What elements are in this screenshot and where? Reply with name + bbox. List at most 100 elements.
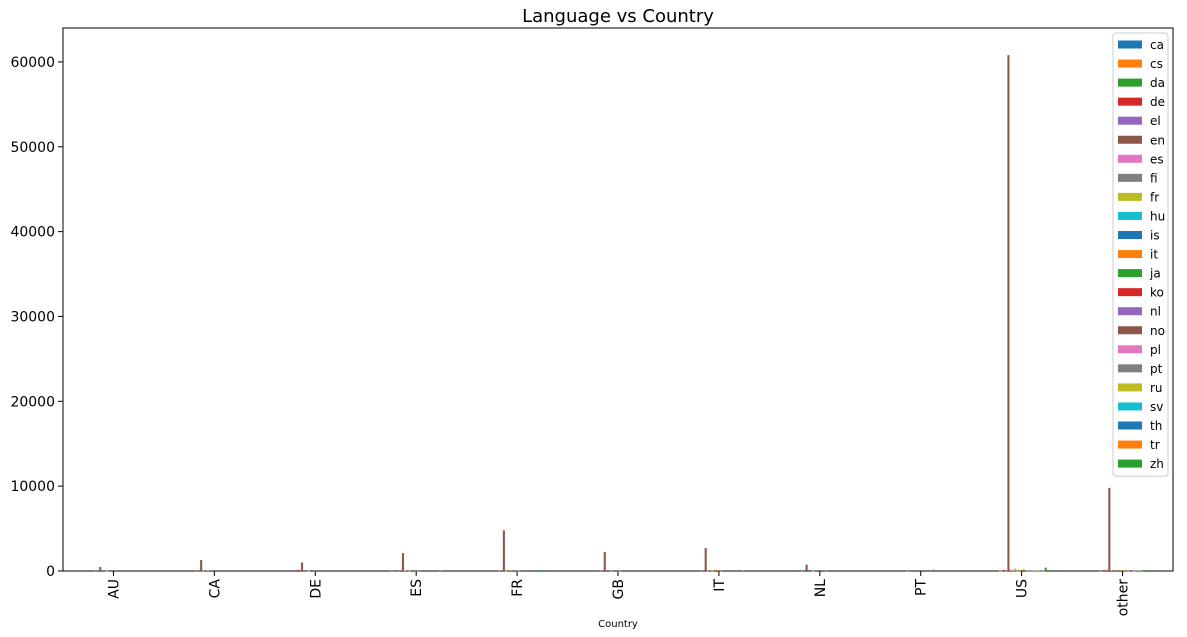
legend-swatch-tr — [1118, 440, 1142, 449]
x-tick-label: PT — [914, 579, 930, 596]
legend-swatch-ca — [1118, 40, 1142, 49]
legend-label-it: it — [1150, 248, 1158, 262]
bar-nl-NL — [825, 570, 828, 572]
bar-it-US — [1020, 569, 1023, 571]
bar-pl-US — [1031, 570, 1034, 572]
legend: ca cs da de el en es fi fr hu is it ja ko nl no pl pt ru sv… — [1112, 32, 1169, 477]
x-tick-label: FR — [510, 579, 526, 597]
bar-de-AU — [94, 570, 97, 572]
bar-no-US — [1029, 570, 1032, 572]
legend-label-zh: zh — [1150, 457, 1164, 471]
legend-swatch-ja — [1118, 269, 1142, 278]
bar-it-IT — [717, 569, 720, 571]
bar-nl-other — [1128, 570, 1131, 572]
y-tick-label: 40000 — [10, 225, 55, 241]
bar-th-other — [1141, 570, 1144, 572]
bar-pt-PT — [932, 569, 935, 571]
bar-es-ES — [404, 570, 407, 572]
bar-fr-DE — [307, 570, 310, 572]
legend-label-es: es — [1150, 152, 1164, 166]
legend-swatch-ko — [1118, 288, 1142, 297]
bar-fr-ES — [408, 570, 411, 572]
bar-pl-other — [1132, 570, 1135, 572]
bar-ja-other — [1123, 570, 1126, 571]
bar-sv-other — [1139, 570, 1142, 572]
chart-title: Language vs Country — [522, 6, 714, 27]
bar-en-NL — [805, 564, 808, 571]
legend-swatch-no — [1118, 326, 1142, 335]
legend-swatch-cs — [1118, 59, 1142, 68]
bar-hu-US — [1016, 570, 1019, 572]
bar-sv-US — [1038, 570, 1041, 572]
bar-zh-IT — [741, 570, 745, 572]
bar-de-FR — [498, 570, 501, 572]
y-tick-label: 60000 — [10, 55, 55, 71]
bar-de-DE — [296, 569, 299, 571]
bar-pt-other — [1134, 570, 1137, 572]
legend-label-de: de — [1150, 95, 1165, 109]
bar-cs-other — [1099, 570, 1102, 572]
legend-label-da: da — [1150, 76, 1165, 90]
legend-label-th: th — [1150, 419, 1162, 433]
bar-zh-other — [1145, 569, 1148, 571]
bar-en-DE — [301, 562, 304, 571]
legend-label-pt: pt — [1150, 362, 1163, 376]
bar-ja-US — [1022, 569, 1025, 571]
bar-fr-NL — [812, 570, 815, 572]
bar-en-FR — [502, 530, 505, 571]
legend-swatch-el — [1118, 116, 1142, 125]
plot-frame — [62, 27, 1174, 572]
y-axis: 0 10000 20000 30000 40000 50000 60000 — [10, 55, 63, 580]
bar-es-IT — [706, 570, 709, 572]
bar-cs-US — [998, 570, 1001, 572]
x-tick-label: DE — [308, 579, 324, 599]
legend-swatch-nl — [1118, 307, 1142, 316]
bar-ru-US — [1035, 570, 1038, 572]
bar-ja-GB — [619, 570, 622, 572]
legend-label-ru: ru — [1150, 381, 1163, 395]
bar-is-US — [1018, 570, 1021, 572]
x-tick-label: IT — [712, 579, 728, 592]
bar-th-US — [1040, 570, 1043, 572]
bar-en-US — [1007, 55, 1010, 571]
x-axis: AU CA DE ES FR GB IT NL PT US other — [106, 571, 1132, 616]
legend-swatch-sv — [1118, 402, 1142, 411]
bar-fr-IT — [711, 570, 714, 572]
bar-zh-ES — [439, 570, 442, 572]
bar-de-GB — [599, 570, 602, 572]
bar-es-FR — [505, 570, 508, 572]
bar-fr-GB — [610, 570, 613, 572]
y-tick-label: 50000 — [10, 140, 55, 156]
legend-label-fi: fi — [1150, 171, 1158, 185]
legend-swatch-it — [1118, 250, 1142, 259]
bar-ja-ES — [417, 570, 420, 572]
legend-label-pl: pl — [1150, 343, 1161, 357]
bar-tr-US — [1042, 570, 1045, 572]
bar-de-other — [1103, 570, 1106, 571]
legend-label-is: is — [1150, 229, 1160, 243]
legend-swatch-fr — [1118, 192, 1142, 201]
bar-en-CA — [200, 559, 203, 571]
legend-swatch-th — [1118, 421, 1142, 430]
bar-ru-other — [1136, 570, 1139, 571]
y-tick-label: 20000 — [10, 394, 55, 410]
bar-ko-other — [1125, 570, 1128, 572]
bar-de-ES — [397, 570, 400, 572]
bar-de-NL — [801, 570, 804, 572]
bar-ja-IT — [720, 570, 723, 572]
bar-en-AU — [99, 566, 102, 571]
bar-en-PT — [906, 570, 909, 572]
bar-zh-US — [1044, 567, 1047, 571]
bar-nl-US — [1027, 570, 1030, 572]
bar-en-GB — [603, 551, 606, 571]
bar-de-CA — [195, 570, 198, 572]
bar-es-US — [1009, 569, 1012, 571]
x-tick-label: US — [1015, 579, 1031, 598]
bar-fr-CA — [206, 570, 209, 572]
y-tick-label: 0 — [46, 564, 55, 580]
legend-swatch-is — [1118, 231, 1142, 239]
legend-swatch-es — [1118, 154, 1142, 163]
x-axis-label: Country — [598, 619, 638, 630]
x-tick-label: ES — [409, 579, 425, 597]
